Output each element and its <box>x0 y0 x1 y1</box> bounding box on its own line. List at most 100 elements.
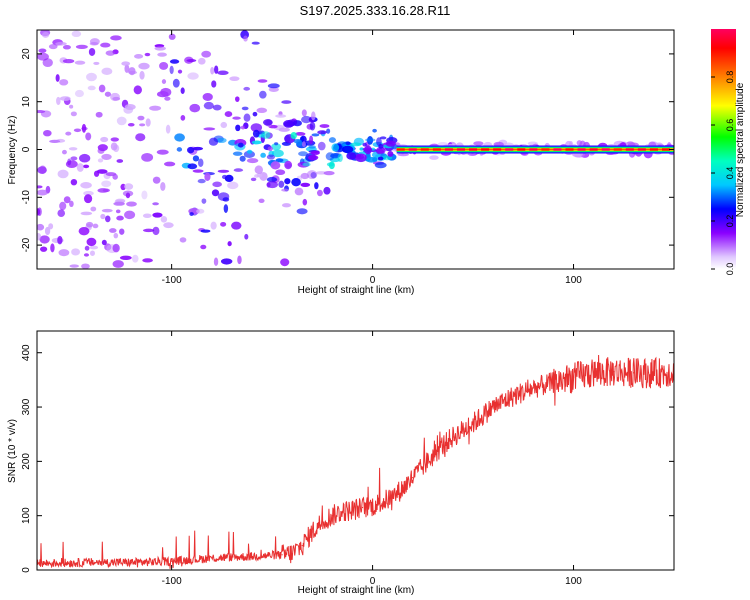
spectrogram-noise-blob <box>142 228 155 233</box>
spectrogram-noise-blob <box>177 69 183 74</box>
spectrogram-noise-blob <box>174 133 185 142</box>
spectrogram-noise-blob <box>172 78 180 88</box>
spectrogram-noise-blob <box>359 147 364 151</box>
spectrogram-noise-blob <box>37 223 45 231</box>
snr-plot-area <box>37 354 674 569</box>
spectrogram-noise-blob <box>224 111 233 118</box>
spectrogram-noise-blob <box>145 118 151 127</box>
spectrogram-noise-blob <box>201 50 212 58</box>
spectrogram-noise-blob <box>95 111 103 118</box>
spectrogram-noise-blob <box>237 255 242 265</box>
spectrogram-noise-blob <box>256 173 263 178</box>
carrier-segment <box>432 148 441 151</box>
spectrogram-noise-blob <box>387 151 394 157</box>
spectrogram-noise-blob <box>81 263 90 269</box>
carrier-segment <box>529 148 538 151</box>
spectrogram-noise-blob <box>316 189 323 197</box>
spectrogram-noise-blob <box>192 146 204 151</box>
snr-data-point <box>361 506 364 509</box>
spectrogram-noise-blob <box>337 153 343 163</box>
spectrogram-noise-blob <box>197 57 206 65</box>
spectrogram-noise-blob <box>187 146 195 154</box>
spectrogram-noise-blob <box>202 92 213 101</box>
snr-data-point <box>331 515 333 517</box>
spectrogram-noise-blob <box>124 104 136 110</box>
spectrogram-noise-blob <box>364 145 372 155</box>
spectrogram-ytick-label: -20 <box>21 237 32 252</box>
spectrogram-noise-blob <box>152 212 163 218</box>
spectrogram-ylabel: Frequency (Hz) <box>7 116 18 185</box>
snr-data-point <box>321 520 323 522</box>
spectrogram-noise-blob <box>93 170 100 177</box>
carrier-segment <box>553 148 562 151</box>
spectrogram-noise-blob <box>169 65 174 75</box>
colorbar-tick-label: 0.4 <box>725 167 735 180</box>
spectrogram-noise-blob <box>250 177 257 182</box>
spectrogram-noise-blob <box>101 208 113 213</box>
spectrogram-noise-blob <box>200 244 207 250</box>
spectrogram-noise-blob <box>125 192 131 199</box>
spectrogram-noise-blob <box>576 140 583 146</box>
snr-data-point <box>633 372 635 374</box>
spectrogram-noise-blob <box>275 114 287 118</box>
spectrogram-noise-blob <box>204 172 211 181</box>
spectrogram-noise-blob <box>256 107 268 114</box>
carrier-segment <box>577 148 586 151</box>
spectrogram-noise-blob <box>37 52 49 61</box>
spectrogram-noise-blob <box>266 176 278 183</box>
spectrogram-noise-blob <box>116 116 127 126</box>
carrier-segment <box>637 148 646 151</box>
spectrogram-noise-blob <box>331 143 340 152</box>
snr-data-point <box>653 372 655 374</box>
spectrogram-noise-blob <box>165 124 171 134</box>
spectrogram-noise-blob <box>179 237 187 243</box>
snr-data-point <box>402 487 404 490</box>
spectrogram-noise-blob <box>100 136 109 143</box>
spectrogram-noise-blob <box>152 176 161 184</box>
carrier-segment <box>589 148 598 151</box>
spectrogram-noise-blob <box>243 86 251 91</box>
spectrogram-noise-blob <box>216 137 227 143</box>
spectrogram-noise-blob <box>86 72 97 82</box>
spectrogram-noise-blob <box>221 174 228 180</box>
spectrogram-noise-blob <box>128 67 136 76</box>
spectrogram-noise-blob <box>164 96 171 101</box>
carrier-segment <box>420 148 429 151</box>
spectrogram-noise-blob <box>258 198 265 203</box>
spectrogram-noise-blob <box>301 115 312 124</box>
spectrogram-noise-blob <box>63 196 71 204</box>
spectrogram-noise-blob <box>278 180 285 188</box>
spectrogram-noise-blob <box>74 60 86 65</box>
snr-data-point <box>572 376 575 378</box>
spectrogram-noise-blob <box>101 153 112 161</box>
snr-panel: -100 0 100 0 100 200 300 400 Height of straight… <box>7 330 675 596</box>
spectrogram-noise-blob <box>96 169 108 174</box>
spectrogram-noise-blob <box>113 201 125 206</box>
spectrogram-noise-blob <box>100 42 111 48</box>
spectrogram-noise-blob <box>42 58 53 68</box>
spectrogram-noise-blob <box>251 140 262 145</box>
carrier-segment <box>613 148 622 151</box>
snr-data-point <box>432 455 434 457</box>
spectrogram-noise-blob <box>160 87 172 97</box>
spectrogram-ytick-label: 20 <box>21 48 32 60</box>
spectrogram-noise-blob <box>227 181 239 190</box>
spectrogram-noise-blob <box>89 38 100 46</box>
spectrogram-noise-blob <box>301 141 306 148</box>
snr-data-point <box>291 553 293 555</box>
snr-data-point <box>371 505 374 507</box>
spectrogram-noise-blob <box>115 209 121 214</box>
snr-data-point <box>130 561 133 563</box>
spectrogram-noise-blob <box>56 96 61 106</box>
colorbar-tick-label: 0.6 <box>725 119 735 132</box>
spectrogram-noise-blob <box>159 61 169 70</box>
spectrogram-noise-blob <box>57 169 69 179</box>
spectrogram-noise-blob <box>78 226 90 236</box>
spectrogram-noise-blob <box>252 111 258 117</box>
snr-ytick-label: 100 <box>21 507 32 524</box>
spectrogram-noise-blob <box>133 85 142 95</box>
carrier-segment <box>456 148 466 151</box>
spectrogram-noise-blob <box>189 212 194 216</box>
spectrogram-noise-blob <box>160 181 166 191</box>
spectrogram-noise-blob <box>237 142 244 148</box>
